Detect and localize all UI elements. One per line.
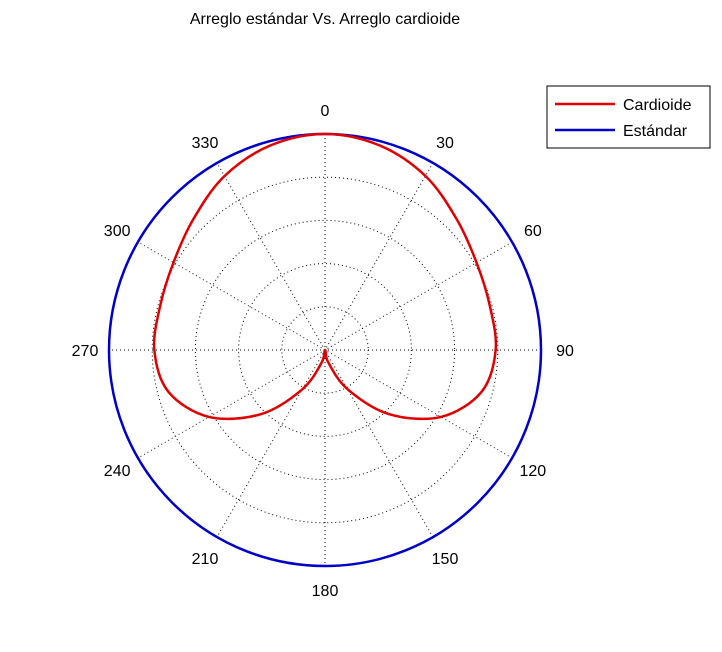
polar-grid-spoke <box>137 241 513 459</box>
angle-tick-label: 30 <box>436 135 454 152</box>
chart-title: Arreglo estándar Vs. Arreglo cardioide <box>190 11 460 28</box>
angle-tick-label: 60 <box>524 223 542 240</box>
series-layer <box>107 132 543 568</box>
polar-grid-spoke <box>216 162 434 538</box>
polar-grid-ring <box>194 219 456 481</box>
polar-grid-spoke <box>137 241 513 459</box>
angle-tick-label: 0 <box>321 103 330 120</box>
polar-grid: 0 30 60 90 120 150 180 210 240 270 300 330 <box>72 103 574 600</box>
legend: Cardioide Estándar <box>546 85 711 149</box>
angle-tick-label: 270 <box>72 343 99 360</box>
angle-tick-label: 150 <box>432 551 459 568</box>
polar-grid-ring <box>151 176 499 524</box>
polar-grid-ring <box>238 263 412 437</box>
legend-entry-label: Estándar <box>623 123 688 140</box>
angle-tick-label: 120 <box>519 463 546 480</box>
angle-tick-label: 240 <box>104 463 131 480</box>
angle-tick-label: 210 <box>192 551 219 568</box>
angle-tick-label: 180 <box>312 583 339 600</box>
angle-tick-label: 90 <box>556 343 574 360</box>
legend-entry-label: Cardioide <box>623 97 692 114</box>
series-cardioide-line <box>152 132 498 421</box>
angle-tick-label: 330 <box>192 135 219 152</box>
angle-tick-label: 300 <box>104 223 131 240</box>
legend-box <box>546 85 711 149</box>
